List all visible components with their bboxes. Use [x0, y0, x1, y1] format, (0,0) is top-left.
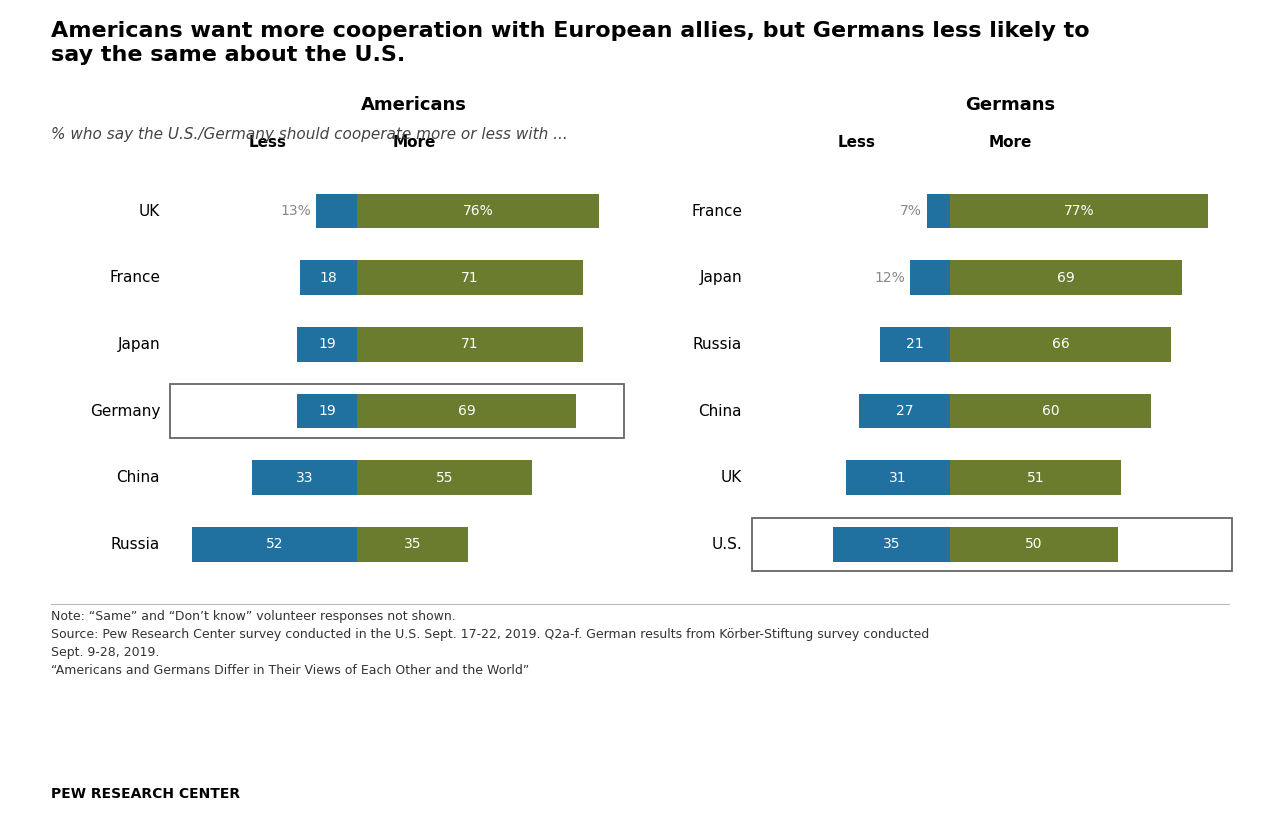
Text: 7%: 7%	[900, 204, 922, 218]
Text: 21: 21	[906, 337, 924, 351]
Bar	[950, 394, 1151, 428]
Bar	[300, 261, 357, 295]
Text: 27: 27	[896, 404, 914, 418]
Text: Less: Less	[250, 135, 287, 150]
Bar	[859, 394, 950, 428]
Bar	[950, 527, 1117, 561]
Text: 71: 71	[461, 337, 479, 351]
Text: PEW RESEARCH CENTER: PEW RESEARCH CENTER	[51, 787, 241, 801]
Text: France: France	[109, 270, 160, 285]
Text: Russia: Russia	[692, 337, 742, 352]
Text: 76%: 76%	[462, 204, 493, 218]
Bar	[316, 194, 357, 229]
Text: Russia: Russia	[111, 537, 160, 552]
Text: 19: 19	[317, 404, 335, 418]
Bar	[297, 394, 357, 428]
Bar	[927, 194, 950, 229]
Text: Americans want more cooperation with European allies, but Germans less likely to: Americans want more cooperation with Eur…	[51, 21, 1089, 66]
Bar	[357, 261, 582, 295]
Text: Japan: Japan	[699, 270, 742, 285]
Bar	[252, 460, 357, 495]
Text: 35: 35	[883, 538, 900, 552]
Text: % who say the U.S./Germany should cooperate more or less with ...: % who say the U.S./Germany should cooper…	[51, 127, 568, 142]
Text: France: France	[691, 204, 742, 219]
Text: 18: 18	[320, 270, 338, 284]
Text: 35: 35	[404, 538, 421, 552]
Bar	[950, 261, 1181, 295]
Text: 69: 69	[1057, 270, 1075, 284]
Bar	[357, 194, 599, 229]
Bar	[879, 327, 950, 362]
Bar	[357, 327, 582, 362]
Text: 71: 71	[461, 270, 479, 284]
Text: 77%: 77%	[1064, 204, 1094, 218]
Text: 60: 60	[1042, 404, 1060, 418]
Text: UK: UK	[721, 470, 742, 485]
Text: 55: 55	[435, 471, 453, 485]
Text: 12%: 12%	[874, 270, 905, 284]
Bar	[833, 527, 950, 561]
Text: 31: 31	[890, 471, 908, 485]
Text: China: China	[699, 404, 742, 418]
Bar	[950, 327, 1171, 362]
Text: 51: 51	[1027, 471, 1044, 485]
Text: Japan: Japan	[118, 337, 160, 352]
Text: 69: 69	[458, 404, 476, 418]
Bar	[846, 460, 950, 495]
Bar	[950, 460, 1121, 495]
Text: 66: 66	[1052, 337, 1070, 351]
Text: 19: 19	[317, 337, 335, 351]
Bar	[357, 527, 468, 561]
Text: U.S.: U.S.	[712, 537, 742, 552]
Bar	[192, 527, 357, 561]
Text: China: China	[116, 470, 160, 485]
Text: Germany: Germany	[90, 404, 160, 418]
Text: Note: “Same” and “Don’t know” volunteer responses not shown.
Source: Pew Researc: Note: “Same” and “Don’t know” volunteer …	[51, 610, 929, 677]
Text: Less: Less	[837, 135, 876, 150]
Text: Americans: Americans	[361, 96, 467, 114]
Bar	[357, 460, 532, 495]
Bar	[297, 327, 357, 362]
Bar	[910, 261, 950, 295]
Text: More: More	[393, 135, 436, 150]
Text: 50: 50	[1025, 538, 1043, 552]
Text: More: More	[988, 135, 1032, 150]
Text: 52: 52	[266, 538, 283, 552]
Text: 33: 33	[296, 471, 314, 485]
Text: 13%: 13%	[280, 204, 311, 218]
Bar	[950, 194, 1208, 229]
Text: Germans: Germans	[965, 96, 1056, 114]
Bar	[357, 394, 576, 428]
Text: UK: UK	[138, 204, 160, 219]
